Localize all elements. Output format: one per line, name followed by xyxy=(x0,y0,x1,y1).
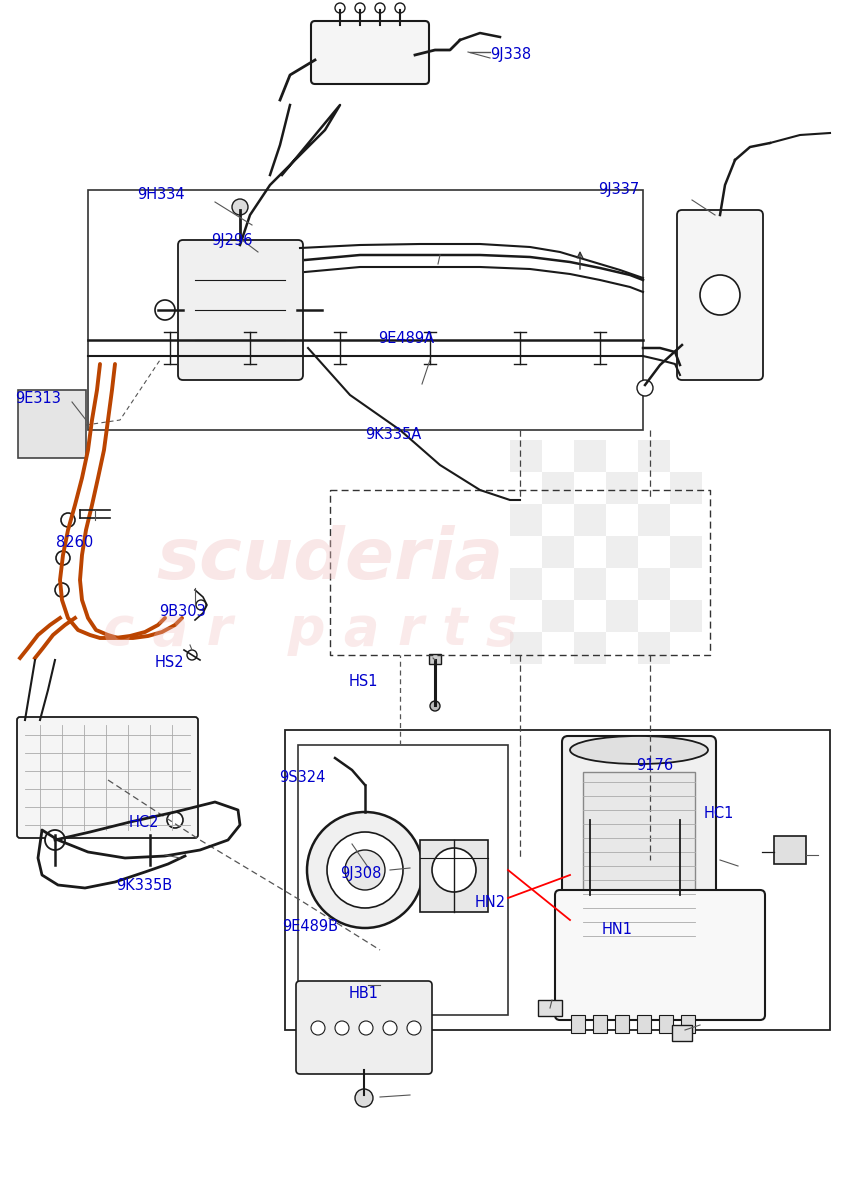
Circle shape xyxy=(355,2,365,13)
Circle shape xyxy=(311,1021,325,1034)
Text: HN1: HN1 xyxy=(602,923,633,937)
Bar xyxy=(615,1015,629,1033)
Bar xyxy=(18,390,86,458)
Circle shape xyxy=(307,812,423,928)
FancyBboxPatch shape xyxy=(296,982,432,1074)
Bar xyxy=(420,840,488,912)
Text: 9E489A: 9E489A xyxy=(378,331,434,346)
Bar xyxy=(571,1015,585,1033)
Circle shape xyxy=(407,1021,421,1034)
Text: 9K335A: 9K335A xyxy=(366,427,421,442)
Text: scuderia: scuderia xyxy=(157,526,504,594)
Text: HC2: HC2 xyxy=(129,815,159,829)
Circle shape xyxy=(232,199,248,215)
Bar xyxy=(670,600,702,632)
Bar xyxy=(298,745,508,1015)
Text: 9J308: 9J308 xyxy=(340,866,381,881)
Circle shape xyxy=(335,1021,349,1034)
Bar xyxy=(670,472,702,504)
Text: 9E489B: 9E489B xyxy=(282,919,338,934)
Bar xyxy=(510,568,542,600)
Text: 9S324: 9S324 xyxy=(280,770,326,785)
Circle shape xyxy=(61,514,75,527)
Text: 9E313: 9E313 xyxy=(15,391,61,406)
Circle shape xyxy=(700,275,740,314)
Circle shape xyxy=(345,850,385,890)
Bar xyxy=(606,472,638,504)
Text: 9J338: 9J338 xyxy=(490,47,531,61)
Circle shape xyxy=(55,583,69,596)
Text: HN2: HN2 xyxy=(475,895,506,910)
Bar xyxy=(510,632,542,664)
Bar xyxy=(606,600,638,632)
Circle shape xyxy=(155,300,175,320)
Bar xyxy=(88,190,643,430)
Circle shape xyxy=(56,551,70,565)
Bar xyxy=(542,472,574,504)
Bar xyxy=(574,568,606,600)
Text: 9J337: 9J337 xyxy=(598,182,639,197)
Bar xyxy=(285,730,830,1030)
FancyBboxPatch shape xyxy=(555,890,765,1020)
FancyBboxPatch shape xyxy=(17,716,198,838)
Bar xyxy=(542,600,574,632)
Circle shape xyxy=(432,848,476,892)
Bar xyxy=(429,654,441,664)
Bar xyxy=(510,504,542,536)
Text: 9176: 9176 xyxy=(636,758,673,773)
Text: HS1: HS1 xyxy=(348,674,378,689)
Circle shape xyxy=(359,1021,373,1034)
Bar xyxy=(681,1015,695,1033)
Bar xyxy=(637,1015,651,1033)
Bar xyxy=(583,772,695,937)
Text: 9B303: 9B303 xyxy=(159,605,206,619)
Text: HS2: HS2 xyxy=(155,655,184,670)
Bar xyxy=(638,632,670,664)
Circle shape xyxy=(355,1090,373,1106)
Text: HC1: HC1 xyxy=(703,806,734,821)
FancyBboxPatch shape xyxy=(562,736,716,962)
Bar xyxy=(659,1015,673,1033)
Bar xyxy=(574,440,606,472)
Bar xyxy=(638,440,670,472)
FancyBboxPatch shape xyxy=(178,240,303,380)
Bar xyxy=(574,632,606,664)
Bar xyxy=(593,1015,607,1033)
Circle shape xyxy=(335,2,345,13)
Circle shape xyxy=(45,830,65,850)
Bar xyxy=(672,1025,692,1040)
Bar xyxy=(510,440,542,472)
Bar xyxy=(574,504,606,536)
Circle shape xyxy=(196,600,206,610)
FancyBboxPatch shape xyxy=(311,20,429,84)
Ellipse shape xyxy=(570,736,708,764)
Circle shape xyxy=(383,1021,397,1034)
Circle shape xyxy=(637,380,653,396)
Bar xyxy=(670,536,702,568)
Text: 9K335B: 9K335B xyxy=(116,878,172,893)
Circle shape xyxy=(395,2,405,13)
Circle shape xyxy=(167,812,183,828)
Bar xyxy=(638,568,670,600)
Bar xyxy=(542,536,574,568)
Circle shape xyxy=(375,2,385,13)
Circle shape xyxy=(187,650,197,660)
Bar xyxy=(638,504,670,536)
Text: 8260: 8260 xyxy=(56,535,93,550)
FancyBboxPatch shape xyxy=(677,210,763,380)
Bar xyxy=(606,536,638,568)
Bar xyxy=(774,836,806,864)
Text: c a r   p a r t s: c a r p a r t s xyxy=(103,604,517,656)
Bar xyxy=(538,1000,562,1016)
Text: 9H334: 9H334 xyxy=(138,187,185,202)
Circle shape xyxy=(430,701,440,710)
Text: 9J296: 9J296 xyxy=(211,233,252,247)
Text: HB1: HB1 xyxy=(348,986,378,1001)
Circle shape xyxy=(327,832,403,908)
